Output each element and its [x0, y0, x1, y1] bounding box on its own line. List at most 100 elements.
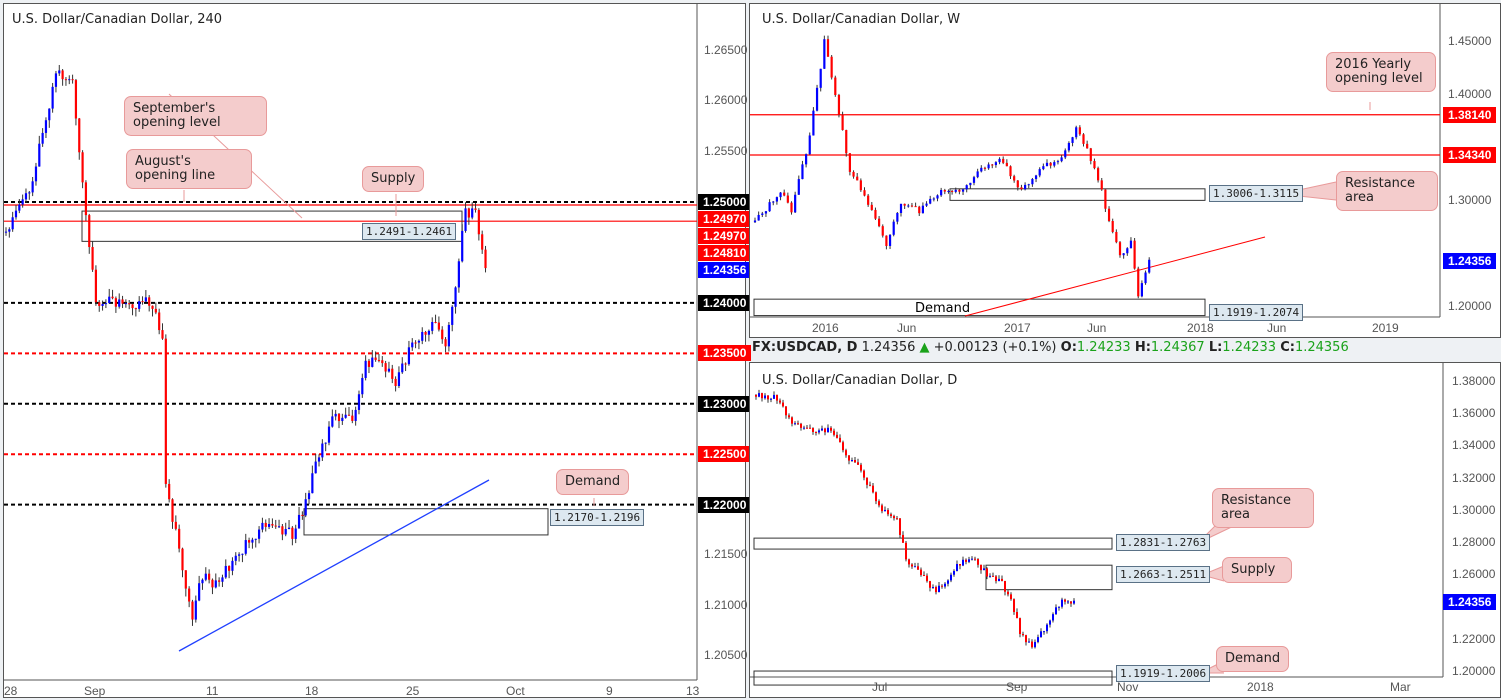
time-tick-label: Jun	[1267, 321, 1287, 335]
close-value: 1.24356	[1294, 340, 1349, 355]
daily-chart-canvas[interactable]	[750, 363, 1500, 697]
candle-body	[852, 171, 855, 177]
candle-body	[178, 528, 181, 549]
candle-body	[839, 437, 841, 443]
candle-body	[994, 162, 997, 166]
candle-body	[783, 192, 786, 196]
candle-body	[154, 308, 157, 313]
candle-body	[899, 518, 901, 535]
time-tick-label: 25	[406, 684, 420, 698]
candle-body	[797, 179, 800, 195]
time-tick-label: Sep	[84, 684, 106, 698]
weekly-chart-panel[interactable]: U.S. Dollar/Canadian Dollar, W 2016 Year…	[749, 3, 1501, 338]
candle-body	[151, 305, 154, 309]
candle-body	[1122, 253, 1125, 256]
candle-body	[1055, 607, 1057, 615]
candle-body	[1129, 240, 1133, 249]
candle-body	[254, 538, 257, 540]
candle-body	[1058, 606, 1060, 608]
candle-body	[941, 585, 943, 587]
candle-body	[164, 338, 167, 484]
candle-body	[884, 509, 886, 512]
candle-body	[284, 528, 287, 535]
candle-body	[801, 164, 804, 180]
candle-body	[951, 190, 954, 192]
candle-body	[58, 70, 61, 74]
zone-label-supply: 1.2663-1.2511	[1116, 566, 1211, 583]
candle-body	[194, 600, 197, 620]
time-tick-label: Jun	[1087, 321, 1107, 335]
callout-demand: Demand	[556, 469, 630, 495]
candle-body	[247, 540, 251, 543]
candle-body	[821, 428, 823, 431]
candle-body	[334, 413, 337, 417]
candle-body	[1126, 248, 1129, 254]
candle-body	[474, 208, 477, 210]
candle-body	[221, 577, 224, 582]
candle-body	[461, 230, 464, 262]
candle-body	[251, 539, 254, 543]
candle-body	[261, 522, 264, 530]
candle-body	[274, 525, 277, 527]
candle-body	[790, 202, 793, 213]
candle-body	[878, 501, 880, 506]
candle-body	[961, 189, 965, 192]
candle-body	[863, 190, 866, 196]
price-tag: 1.24810	[698, 245, 752, 261]
candle-body	[947, 190, 950, 192]
time-tick-label: 28	[4, 684, 18, 698]
candle-body	[878, 218, 881, 227]
candle-body	[291, 527, 294, 539]
low-value: 1.24233	[1222, 340, 1277, 355]
candle-body	[1078, 127, 1081, 135]
candle-body	[34, 166, 38, 182]
candle-body	[827, 427, 829, 433]
candle-body	[14, 210, 18, 218]
candle-body	[809, 427, 811, 429]
candle-body	[932, 586, 934, 588]
price-tick-label: 1.20000	[1452, 664, 1496, 678]
h4-chart-panel[interactable]: U.S. Dollar/Canadian Dollar, 240 Septemb…	[3, 3, 752, 698]
candle-body	[1037, 637, 1039, 643]
candle-body	[391, 368, 394, 379]
price-tag: 1.23500	[698, 345, 752, 361]
candle-body	[381, 360, 384, 364]
candle-body	[281, 526, 284, 535]
candle-body	[1061, 599, 1063, 607]
weekly-chart-canvas[interactable]	[750, 4, 1500, 337]
candle-body	[969, 182, 972, 186]
candle-body	[866, 477, 868, 485]
time-tick-label: Oct	[506, 684, 525, 698]
candle-body	[18, 204, 21, 211]
candle-body	[1019, 618, 1021, 635]
candle-body	[181, 548, 184, 571]
candle-body	[965, 185, 968, 190]
candle-body	[427, 330, 431, 335]
candle-body	[1016, 611, 1018, 619]
candle-body	[331, 416, 334, 427]
candle-body	[1016, 180, 1019, 188]
candle-body	[881, 505, 883, 512]
candle-body	[384, 363, 387, 372]
callout-september-opening: September's opening level	[124, 96, 267, 136]
candle-body	[761, 213, 764, 215]
candle-body	[124, 303, 127, 305]
candle-body	[962, 559, 964, 566]
daily-chart-panel[interactable]: U.S. Dollar/Canadian Dollar, D Resistanc…	[749, 362, 1501, 698]
candle-body	[231, 560, 234, 571]
time-tick-label: Mar	[1390, 680, 1411, 694]
candle-body	[1086, 143, 1089, 149]
candle-body	[1007, 591, 1009, 595]
candle-body	[351, 415, 354, 421]
candle-body	[1104, 189, 1107, 209]
candle-body	[836, 434, 838, 438]
time-tick-label: 13	[686, 684, 700, 698]
candle-body	[773, 394, 775, 399]
candle-body	[344, 414, 347, 418]
h4-chart-canvas[interactable]	[4, 4, 745, 697]
candle-body	[457, 261, 460, 288]
candle-body	[111, 296, 114, 299]
candle-body	[859, 180, 862, 191]
zone-label-supply: 1.2491-1.2461	[362, 223, 457, 240]
candle-body	[914, 566, 916, 568]
